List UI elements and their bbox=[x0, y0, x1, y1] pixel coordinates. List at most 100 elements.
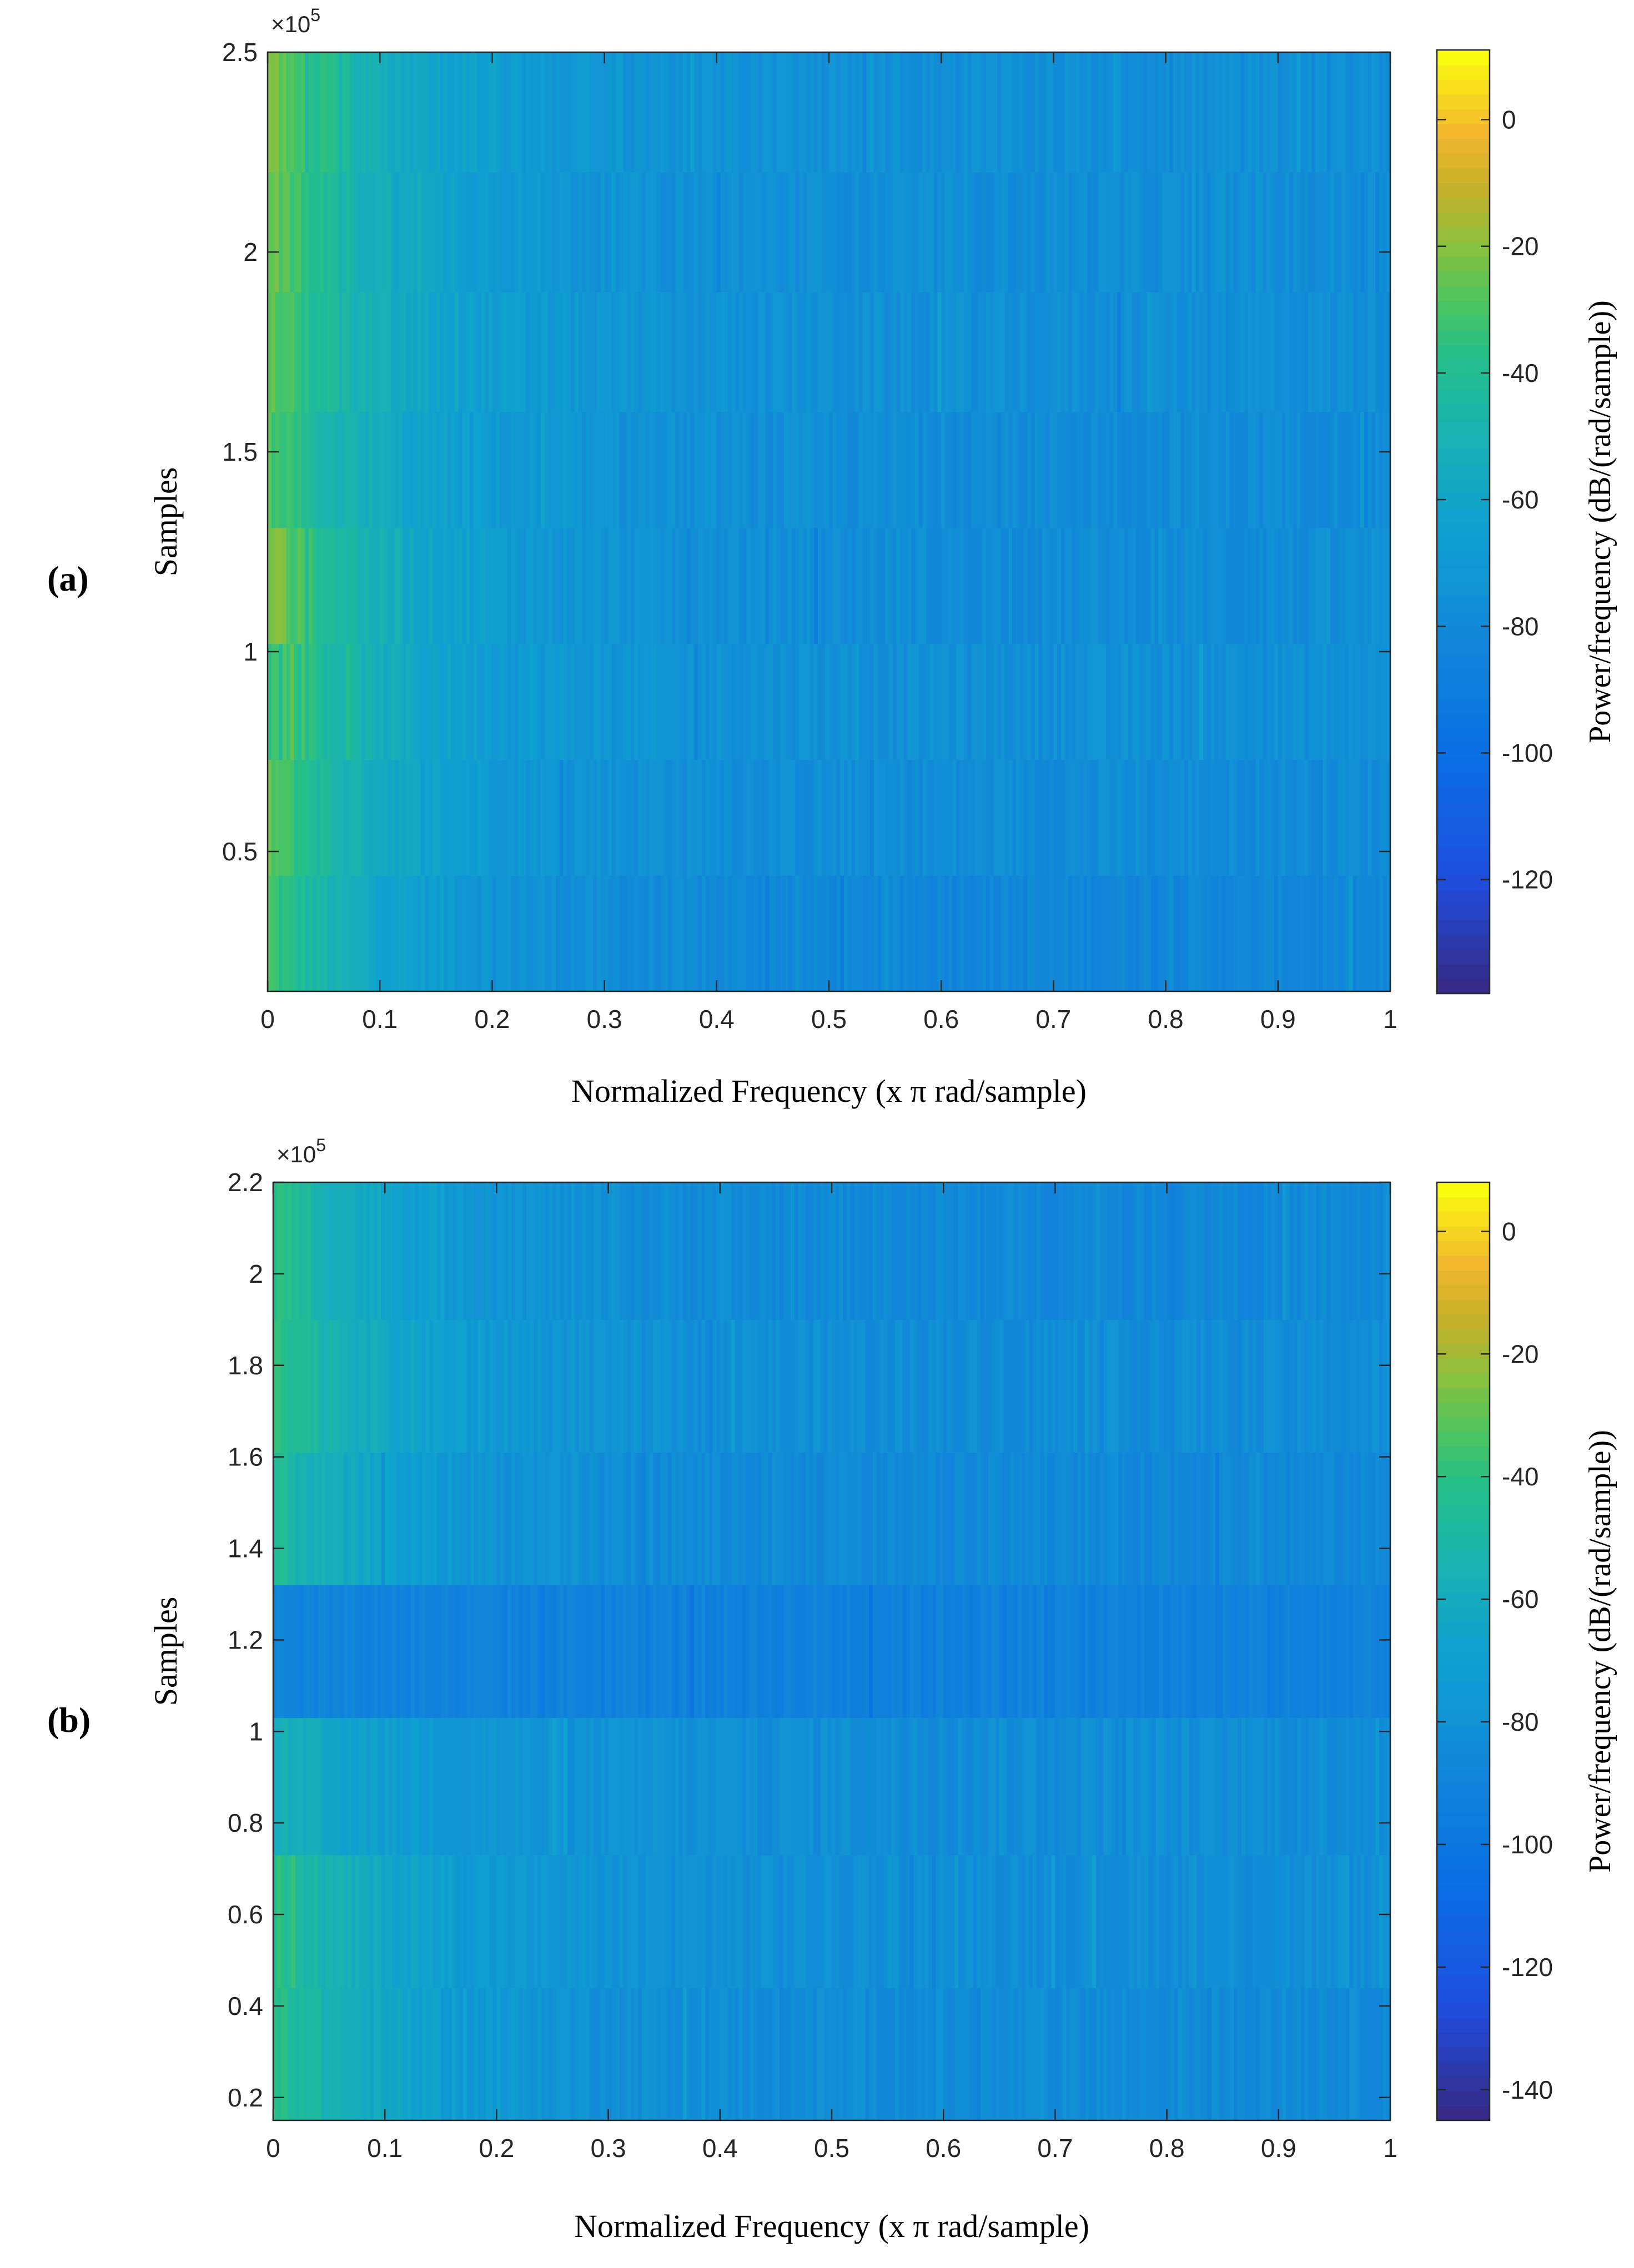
heatmap-cell bbox=[1364, 1452, 1369, 1586]
heatmap-cell bbox=[757, 527, 762, 644]
heatmap-cell bbox=[1014, 1987, 1019, 2121]
heatmap-cell bbox=[1113, 759, 1118, 876]
heatmap-cell bbox=[534, 1717, 538, 1856]
heatmap-cell bbox=[806, 1319, 810, 1453]
heatmap-cell bbox=[1319, 1319, 1324, 1453]
heatmap-cell bbox=[398, 412, 403, 528]
heatmap-cell bbox=[820, 1987, 825, 2121]
heatmap-cell bbox=[507, 172, 511, 293]
heatmap-cell bbox=[791, 1585, 795, 1718]
heatmap-cell bbox=[299, 1319, 304, 1453]
heatmap-cell bbox=[372, 172, 377, 293]
heatmap-cell bbox=[720, 1585, 725, 1718]
heatmap-cell bbox=[1211, 1585, 1216, 1718]
heatmap-cell bbox=[870, 643, 874, 760]
heatmap-cell bbox=[294, 52, 298, 173]
heatmap-cell bbox=[597, 1319, 601, 1453]
heatmap-cell bbox=[582, 759, 586, 876]
heatmap-cell bbox=[974, 412, 979, 528]
heatmap-cell bbox=[1169, 412, 1174, 528]
heatmap-cell bbox=[679, 1182, 683, 1320]
heatmap-cell bbox=[333, 1319, 337, 1453]
heatmap-cell bbox=[1334, 172, 1339, 293]
heatmap-cell bbox=[1219, 1452, 1223, 1586]
heatmap-cell bbox=[522, 1452, 527, 1586]
heatmap-cell bbox=[1019, 172, 1024, 293]
heatmap-cell bbox=[1371, 1585, 1376, 1718]
heatmap-cell bbox=[1023, 643, 1028, 760]
heatmap-cell bbox=[556, 1717, 561, 1856]
heatmap-cell bbox=[425, 52, 429, 173]
heatmap-cell bbox=[474, 1319, 479, 1453]
heatmap-cell bbox=[1181, 1585, 1186, 1718]
heatmap-cell bbox=[798, 1987, 803, 2121]
heatmap-cell bbox=[1077, 1717, 1082, 1856]
heatmap-cell bbox=[1297, 1585, 1301, 1718]
heatmap-cell bbox=[383, 643, 388, 760]
colorbar-segment bbox=[1437, 64, 1490, 80]
heatmap-cell bbox=[840, 759, 844, 876]
heatmap-cell bbox=[437, 1854, 441, 1988]
heatmap-cell bbox=[898, 1319, 903, 1453]
heatmap-cell bbox=[488, 643, 493, 760]
heatmap-cell bbox=[1090, 172, 1095, 293]
heatmap-cell bbox=[615, 172, 620, 293]
heatmap-cell bbox=[1218, 292, 1223, 412]
heatmap-cell bbox=[739, 292, 743, 412]
heatmap-cell bbox=[444, 1987, 449, 2121]
heatmap-cell bbox=[414, 1717, 419, 1856]
heatmap-cell bbox=[1249, 1182, 1253, 1320]
heatmap-cell bbox=[791, 52, 796, 173]
heatmap-cell bbox=[1004, 875, 1009, 992]
heatmap-cell bbox=[492, 1717, 497, 1856]
heatmap-cell bbox=[997, 759, 1002, 876]
heatmap-cell bbox=[604, 292, 609, 412]
heatmap-cell bbox=[1338, 875, 1343, 992]
heatmap-cell bbox=[411, 1854, 415, 1988]
heatmap-cell bbox=[1150, 292, 1155, 412]
heatmap-cell bbox=[489, 1585, 494, 1718]
x-tick-label: 0.1 bbox=[362, 1005, 398, 1034]
heatmap-cell bbox=[350, 875, 354, 992]
heatmap-cell bbox=[333, 1854, 337, 1988]
heatmap-cell bbox=[526, 292, 530, 412]
heatmap-cell bbox=[686, 1854, 691, 1988]
heatmap-cell bbox=[843, 1452, 847, 1586]
heatmap-cell bbox=[1034, 759, 1039, 876]
heatmap-cell bbox=[1234, 1854, 1238, 1988]
heatmap-cell bbox=[754, 643, 758, 760]
heatmap-cell bbox=[295, 1182, 300, 1320]
heatmap-cell bbox=[455, 1585, 460, 1718]
heatmap-cell bbox=[1132, 412, 1137, 528]
heatmap-cell bbox=[1118, 1585, 1123, 1718]
colorbar-segment bbox=[1437, 536, 1490, 552]
heatmap-cell bbox=[1252, 1452, 1257, 1586]
heatmap-cell bbox=[1053, 172, 1058, 293]
heatmap-cell bbox=[1282, 1182, 1287, 1320]
heatmap-cell bbox=[1122, 1319, 1127, 1453]
heatmap-cell bbox=[589, 52, 594, 173]
heatmap-cell bbox=[1120, 643, 1125, 760]
heatmap-cell bbox=[473, 527, 478, 644]
heatmap-cell bbox=[1234, 1319, 1238, 1453]
colorbar-segment bbox=[1437, 1226, 1490, 1242]
heatmap-cell bbox=[496, 52, 500, 173]
heatmap-cell bbox=[1367, 412, 1372, 528]
heatmap-cell bbox=[563, 643, 567, 760]
heatmap-cell bbox=[1240, 412, 1245, 528]
heatmap-cell bbox=[526, 1319, 531, 1453]
heatmap-cell bbox=[1042, 527, 1047, 644]
heatmap-cell bbox=[1068, 875, 1073, 992]
heatmap-cell bbox=[645, 52, 650, 173]
heatmap-cell bbox=[619, 1319, 624, 1453]
heatmap-cell bbox=[742, 759, 747, 876]
heatmap-cell bbox=[840, 412, 844, 528]
heatmap-cell bbox=[731, 875, 736, 992]
heatmap-cell bbox=[896, 759, 901, 876]
heatmap-cell bbox=[1029, 1452, 1033, 1586]
heatmap-cell bbox=[769, 52, 773, 173]
heatmap-cell bbox=[567, 1182, 572, 1320]
heatmap-cell bbox=[1087, 643, 1092, 760]
heatmap-cell bbox=[560, 1585, 564, 1718]
heatmap-cell bbox=[645, 1452, 650, 1586]
